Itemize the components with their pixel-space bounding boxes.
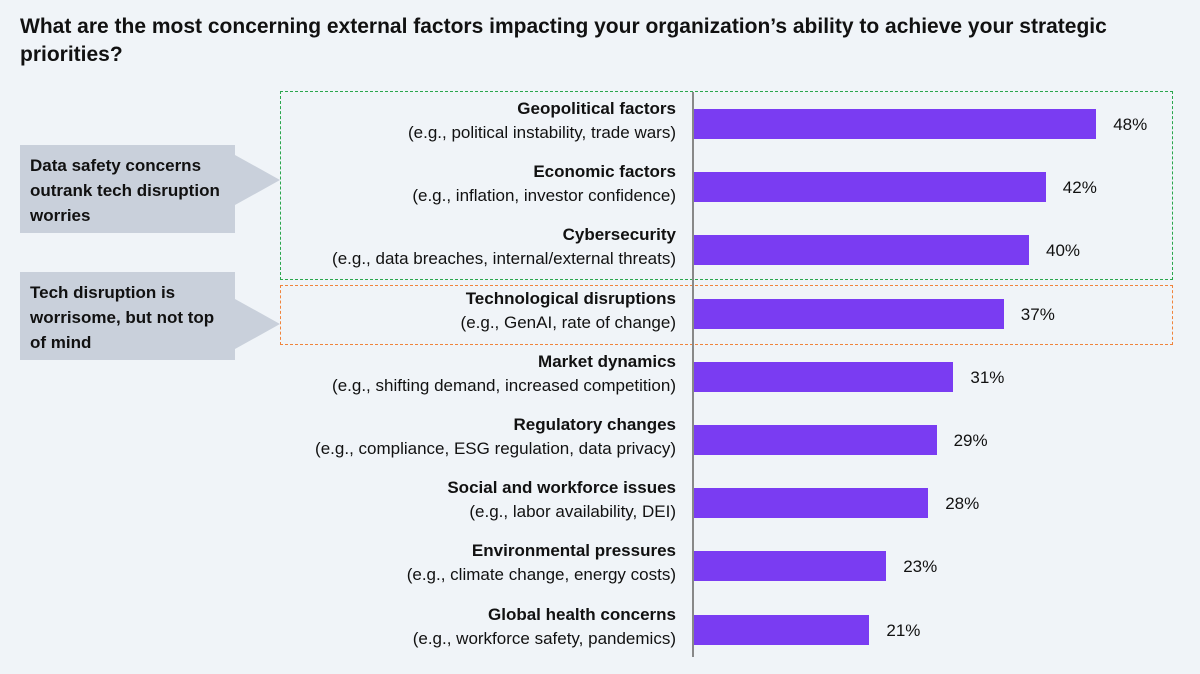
callout-pointer-tech-disruption [235,299,280,349]
category-name: Regulatory changes [513,415,677,434]
category-name: Technological disruptions [465,288,676,308]
category-label-social-and-workforce-issues: Social and workforce issues (e.g., labor … [200,476,676,524]
category-example: (e.g., climate change, energy costs) [406,565,676,585]
category-name: Environmental pressures [471,541,676,561]
category-name: Social and workforce issues [447,478,676,498]
category-label-cybersecurity: Cybersecurity (e.g., data breaches, inter… [200,223,676,271]
bar-cybersecurity [693,235,1029,266]
highlight-box-data-safety [280,91,1173,280]
value-label-market-dynamics: 31% [970,367,1005,387]
highlight-box-tech-disruption [280,285,1173,345]
category-example: (e.g., GenAI, rate of change) [460,312,676,332]
callout-tech-disruption: Tech disruption is worrisome, but not to… [20,272,235,360]
category-example: (e.g., inflation, investor confidence) [412,186,676,206]
category-name: Economic factors [533,162,676,182]
category-label-economic-factors: Economic factors (e.g., inflation, invest… [200,160,676,208]
category-label-environmental-pressures: Environmental pressures (e.g., climate ch… [200,539,676,587]
category-example: (e.g., compliance, ESG regulation, data … [315,439,676,458]
category-axis-line [692,92,694,657]
category-name: Global health concerns [488,604,676,624]
bar-global-health-concerns [693,614,870,645]
category-label-regulatory-changes: Regulatory changes (e.g., compliance, ESG… [200,413,676,461]
bar-regulatory-changes [693,425,937,455]
category-label-geopolitical-factors: Geopolitical factors (e.g., political ins… [200,97,676,145]
value-label-economic-factors: 42% [1062,178,1097,198]
bar-social-and-workforce-issues [693,488,929,519]
callout-data-safety: Data safety concerns outrank tech disrup… [20,145,235,233]
value-label-global-health-concerns: 21% [886,620,921,640]
value-label-technological-disruptions: 37% [1020,304,1055,324]
value-label-cybersecurity: 40% [1046,241,1081,261]
bar-technological-disruptions [693,298,1004,329]
bar-market-dynamics [693,361,954,392]
category-example: (e.g., political instability, trade wars… [407,123,676,142]
category-example: (e.g., labor availability, DEI) [469,502,676,522]
value-label-environmental-pressures: 23% [903,557,938,577]
category-label-market-dynamics: Market dynamics (e.g., shifting demand, i… [200,350,676,398]
category-example: (e.g., shifting demand, increased compet… [332,375,676,395]
bar-economic-factors [693,172,1046,203]
bar-environmental-pressures [693,551,887,582]
bar-geopolitical-factors [693,109,1097,139]
category-label-global-health-concerns: Global health concerns (e.g., workforce s… [200,603,676,651]
callout-pointer-data-safety [235,155,280,205]
category-example: (e.g., workforce safety, pandemics) [412,628,676,648]
category-example: (e.g., data breaches, internal/external … [332,249,676,269]
value-label-regulatory-changes: 29% [953,431,988,450]
value-label-geopolitical-factors: 48% [1113,115,1148,134]
category-label-technological-disruptions: Technological disruptions (e.g., GenAI, r… [200,287,676,335]
chart-title: What are the most concerning external fa… [20,15,1107,66]
category-name: Geopolitical factors [517,99,676,118]
category-name: Cybersecurity [562,225,676,245]
category-name: Market dynamics [538,351,676,371]
value-label-social-and-workforce-issues: 28% [945,494,980,514]
